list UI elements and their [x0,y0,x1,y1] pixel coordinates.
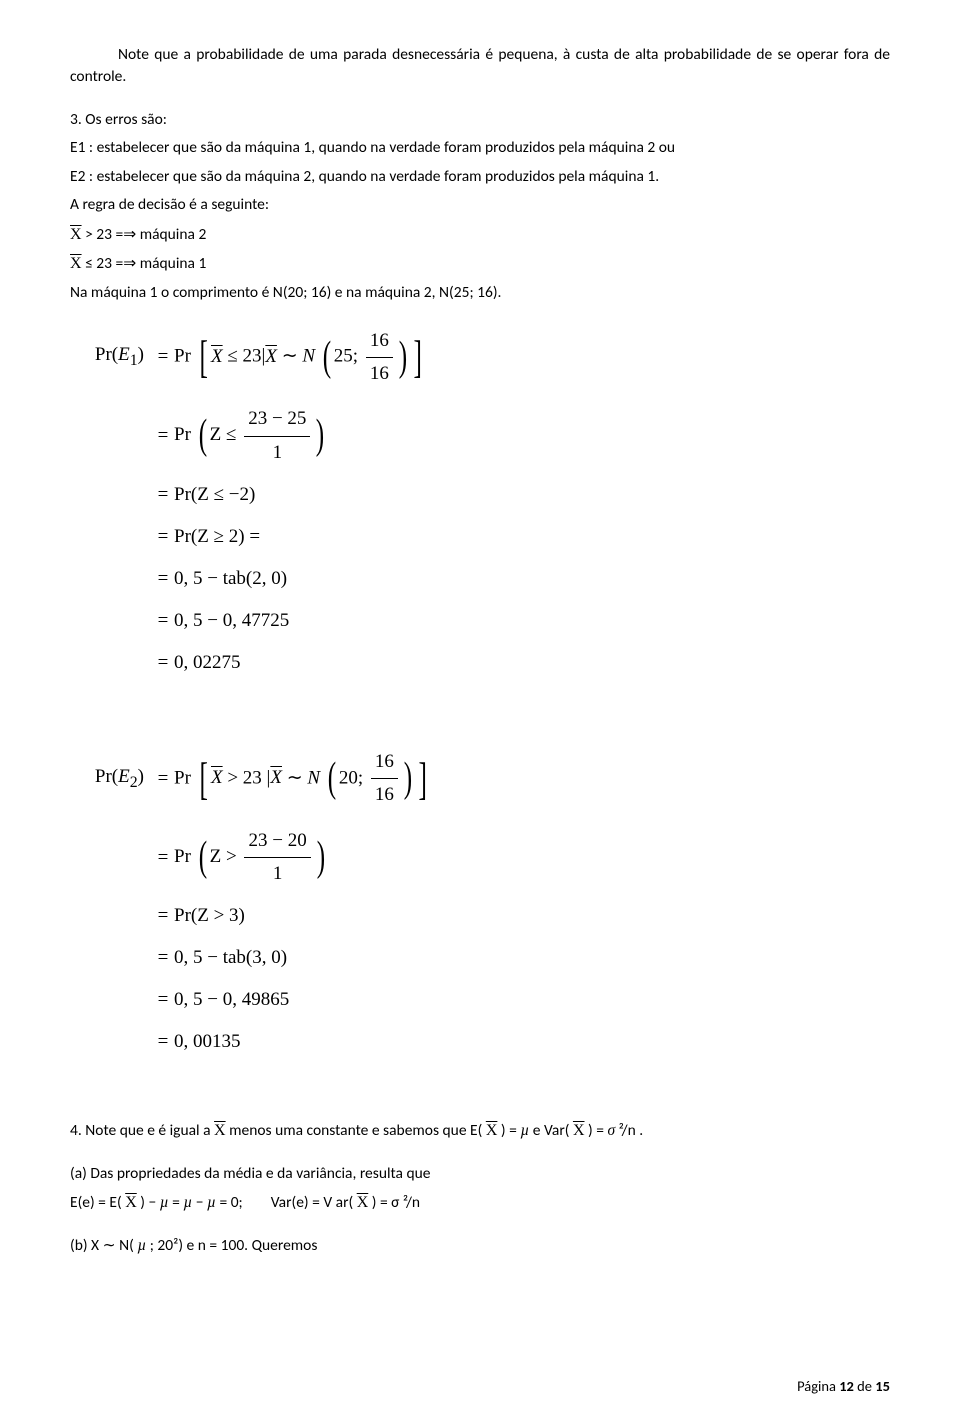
math-row: =Pr(Z ≤ −2) [70,476,890,514]
rule-1-text: > 23 =⇒ máquina 2 [82,225,207,244]
intro-note: Note que a probabilidade de uma parada d… [70,44,890,89]
math-lhs: Pr(E1) [70,339,152,375]
math-block-e2: Pr(E2) = Pr [X > 23 |X ∼ N (20; 1616)] =… [30,740,890,1062]
q3-e2: E2 : estabelecer que são da máquina 2, q… [70,166,890,188]
xbar-symbol: X [70,223,82,246]
math-row: =0, 5 − tab(3, 0) [30,939,890,977]
footer-label: Página [797,1377,839,1395]
math-row: =0, 5 − 0, 47725 [70,602,890,640]
q4-part-a-eq: E(e) = E( X ) − µ = µ − µ = 0; Var(e) = … [70,1191,890,1214]
math-row: Pr(E2) = Pr [X > 23 |X ∼ N (20; 1616)] [30,740,890,818]
math-row: =Pr(Z ≥ 2) = [70,518,890,556]
math-row: =0, 00135 [30,1023,890,1061]
math-row: =Pr(Z > 3) [30,897,890,935]
q3-lead: 3. Os erros são: [70,109,890,131]
footer-of: de [854,1377,875,1395]
q4-part-a: (a) Das propriedades da média e da variâ… [70,1163,890,1185]
math-row: = Pr (Z ≤ 23 − 251) [70,400,890,471]
le-symbol: ≤ [82,254,93,273]
page-footer: Página 12 de 15 [797,1376,890,1397]
math-row: =0, 02275 [70,644,890,682]
q3-rule-1: X > 23 =⇒ máquina 2 [70,223,890,246]
math-row: = Pr (Z > 23 − 201) [30,822,890,893]
q3-dist: Na máquina 1 o comprimento é N(20; 16) e… [70,282,890,304]
page-container: Note que a probabilidade de uma parada d… [0,0,960,1419]
q3-rule: A regra de decisão é a seguinte: [70,194,890,216]
math-rhs: Pr [X ≤ 23|X ∼ N (25; 1616)] [174,318,425,396]
math-row: Pr(E1) = Pr [X ≤ 23|X ∼ N (25; 1616)] [70,318,890,396]
q3-rule-2: X ≤ 23 =⇒ máquina 1 [70,252,890,275]
q4-part-b: (b) X ∼ N( µ ; 20²) e n = 100. Queremos [70,1235,890,1257]
equals-symbol: = [152,341,174,373]
rule-2-text: 23 =⇒ máquina 1 [93,254,207,273]
footer-total: 15 [875,1377,890,1395]
q4-line: 4. Note que e é igual a X menos uma cons… [70,1119,890,1142]
math-row: =0, 5 − 0, 49865 [30,981,890,1019]
math-block-e1: Pr(E1) = Pr [X ≤ 23|X ∼ N (25; 1616)] = … [70,318,890,682]
xbar-symbol: X [70,252,82,275]
math-row: =0, 5 − tab(2, 0) [70,560,890,598]
footer-page-num: 12 [839,1377,854,1395]
q3-e1: E1 : estabelecer que são da máquina 1, q… [70,137,890,159]
